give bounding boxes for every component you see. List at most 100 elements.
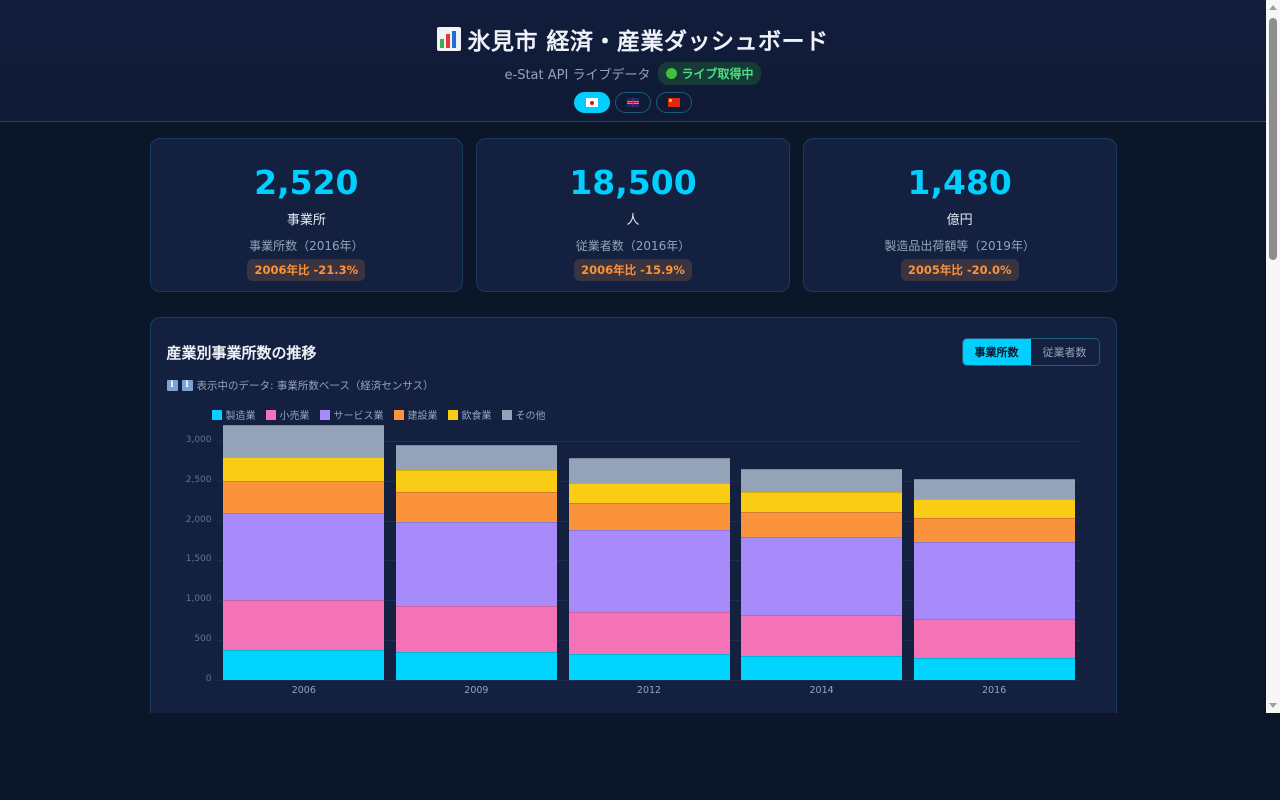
kpi-label: 事業所数（2016年）: [249, 239, 364, 253]
kpi-change-badge: 2006年比 -15.9%: [574, 259, 692, 281]
bar-segment[interactable]: [741, 511, 903, 537]
bar-2009[interactable]: [395, 444, 557, 680]
bar-segment[interactable]: [568, 530, 730, 613]
bar-segment[interactable]: [568, 483, 730, 504]
legend-label: 小売業: [279, 411, 310, 422]
kpi-card-shipments: 1,480 億円 製造品出荷額等（2019年） 2005年比 -20.0%: [802, 138, 1117, 292]
bar-segment[interactable]: [395, 652, 557, 680]
chart-data-note: i i 表示中のデータ: 事業所数ベース（経済センサス）: [166, 378, 1100, 393]
x-axis-tick-label: 2014: [809, 685, 834, 696]
kpi-unit: 億円: [946, 213, 973, 228]
main-content: 2,520 事業所 事業所数（2016年） 2006年比 -21.3% 18,5…: [149, 138, 1117, 713]
scroll-up-arrow-icon[interactable]: [1269, 5, 1277, 10]
legend-swatch: [211, 409, 222, 420]
bar-segment[interactable]: [568, 653, 730, 680]
bar-segment[interactable]: [741, 656, 903, 680]
bar-segment[interactable]: [223, 456, 385, 481]
legend-item[interactable]: 製造業: [211, 407, 256, 422]
green-circle-icon: [666, 68, 678, 79]
metric-toggle: 事業所数 従業者数: [961, 338, 1100, 366]
gridline: [217, 680, 1081, 681]
y-axis-tick-label: 0: [205, 674, 212, 684]
kpi-card-establishments: 2,520 事業所 事業所数（2016年） 2006年比 -21.3%: [149, 138, 464, 292]
flag-uk-icon: [627, 98, 639, 107]
page-title-text: 氷見市 経済・産業ダッシュボード: [467, 29, 829, 55]
bar-segment[interactable]: [223, 600, 385, 650]
legend-label: その他: [515, 411, 546, 422]
bar-2014[interactable]: [741, 468, 903, 680]
scrollbar-thumb[interactable]: [1269, 18, 1277, 260]
legend-swatch: [393, 409, 404, 420]
legend-item[interactable]: 建設業: [393, 407, 438, 422]
bar-segment[interactable]: [913, 479, 1075, 500]
bar-segment[interactable]: [395, 444, 557, 470]
bar-segment[interactable]: [741, 468, 903, 492]
bar-segment[interactable]: [395, 469, 557, 492]
page-viewport: 氷見市 経済・産業ダッシュボード e-Stat API ライブデータ ライブ取得…: [0, 0, 1266, 713]
bar-segment[interactable]: [223, 512, 385, 601]
bar-segment[interactable]: [395, 605, 557, 653]
flag-china-icon: [668, 98, 680, 107]
y-axis-tick-label: 2,500: [185, 474, 212, 485]
bar-2012[interactable]: [568, 458, 730, 680]
industry-chart-panel: 産業別事業所数の推移 事業所数 従業者数 i i 表示中のデータ: 事業所数ベー…: [149, 317, 1117, 713]
bar-segment[interactable]: [913, 542, 1075, 620]
bar-segment[interactable]: [395, 491, 557, 523]
x-axis-tick-label: 2009: [464, 685, 489, 696]
legend-label: 製造業: [225, 411, 256, 422]
vertical-scrollbar[interactable]: [1266, 0, 1280, 713]
language-button-chinese[interactable]: [656, 92, 692, 113]
live-status-badge: ライブ取得中: [658, 62, 762, 85]
kpi-value: 1,480: [907, 163, 1012, 202]
language-button-english[interactable]: [615, 92, 651, 113]
language-switcher: [0, 92, 1266, 113]
y-axis-tick-label: 3,000: [185, 434, 212, 445]
toggle-establishments-button[interactable]: 事業所数: [962, 339, 1031, 365]
bar-2006[interactable]: [223, 424, 385, 680]
bar-segment[interactable]: [741, 491, 903, 512]
bar-segment[interactable]: [913, 518, 1075, 543]
bar-segment[interactable]: [913, 499, 1075, 519]
bar-segment[interactable]: [395, 522, 557, 606]
bar-segment[interactable]: [913, 657, 1075, 680]
bar-2016[interactable]: [913, 479, 1075, 680]
x-axis-tick-label: 2016: [982, 685, 1007, 696]
data-source-subtitle: e-Stat API ライブデータ: [504, 68, 651, 83]
legend-swatch: [501, 409, 512, 420]
kpi-value: 2,520: [254, 163, 359, 202]
chart-note-text: 表示中のデータ: 事業所数ベース（経済センサス）: [196, 380, 434, 392]
scroll-down-arrow-icon[interactable]: [1269, 703, 1277, 708]
y-axis-tick-label: 1,500: [185, 554, 212, 565]
legend-item[interactable]: 飲食業: [447, 407, 492, 422]
chart-legend: 製造業 小売業 サービス業 建設業 飲食業 その他: [211, 407, 1100, 422]
bar-segment[interactable]: [568, 458, 730, 484]
language-button-japanese[interactable]: [574, 92, 610, 113]
live-status-text: ライブ取得中: [681, 67, 754, 81]
bar-chart-icon: [437, 27, 462, 51]
bar-segment[interactable]: [913, 619, 1075, 658]
page-title: 氷見市 経済・産業ダッシュボード: [437, 22, 828, 56]
legend-item[interactable]: サービス業: [319, 407, 384, 422]
legend-item[interactable]: 小売業: [265, 407, 310, 422]
x-axis-tick-label: 2006: [291, 685, 316, 696]
y-axis-tick-label: 2,000: [185, 514, 212, 525]
legend-item[interactable]: その他: [501, 407, 546, 422]
bar-segment[interactable]: [568, 503, 730, 531]
flag-japan-icon: [586, 98, 598, 107]
kpi-value: 18,500: [569, 163, 697, 202]
bar-segment[interactable]: [568, 612, 730, 654]
x-axis-tick-label: 2012: [636, 685, 662, 696]
legend-label: サービス業: [333, 411, 384, 422]
info-icon: i: [166, 380, 178, 391]
bar-segment[interactable]: [223, 424, 385, 457]
toggle-employees-button[interactable]: 従業者数: [1042, 346, 1087, 359]
kpi-unit: 人: [626, 213, 640, 228]
bar-segment[interactable]: [741, 615, 903, 657]
bar-segment[interactable]: [741, 536, 903, 616]
y-axis-tick-label: 500: [194, 634, 212, 645]
bar-segment[interactable]: [223, 480, 385, 513]
legend-swatch: [447, 409, 458, 420]
legend-swatch: [319, 409, 330, 420]
kpi-change-badge: 2005年比 -20.0%: [900, 259, 1019, 281]
bar-segment[interactable]: [223, 649, 385, 680]
